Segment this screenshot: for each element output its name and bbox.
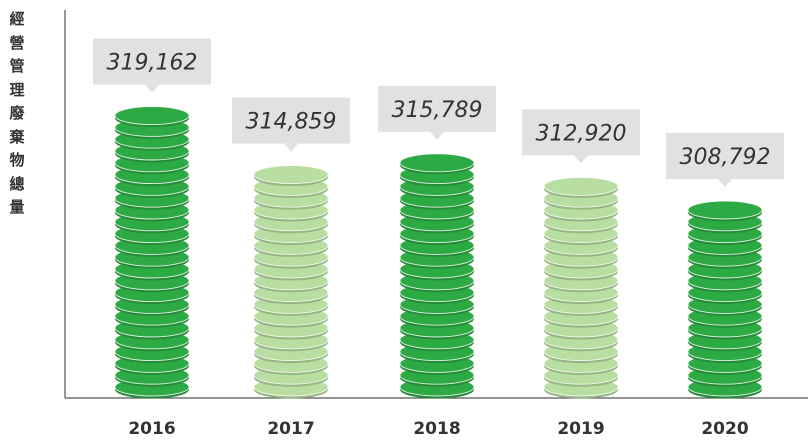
- value-label-2020: 308,792: [680, 145, 771, 170]
- y-axis-label: 經營管理廢棄物總量: [9, 10, 25, 216]
- bar-2018: [399, 153, 475, 399]
- value-callout-2017: 314,859: [232, 97, 350, 152]
- x-tick-label-2017: 2017: [267, 419, 314, 439]
- bar-2020: [687, 200, 763, 399]
- value-label-2019: 312,920: [536, 121, 627, 146]
- value-callout-2020: 308,792: [666, 133, 784, 187]
- x-tick-label-2019: 2019: [557, 419, 604, 439]
- x-tick-label-2018: 2018: [413, 419, 460, 439]
- value-callout-2019: 312,920: [522, 109, 640, 164]
- bar-2019: [543, 176, 619, 399]
- x-tick-label-2016: 2016: [128, 419, 175, 439]
- value-label-2018: 315,789: [392, 98, 483, 123]
- bar-2016: [114, 106, 190, 399]
- value-label-2017: 314,859: [246, 110, 337, 135]
- bar-2017: [253, 165, 329, 399]
- value-label-2016: 319,162: [107, 51, 198, 76]
- x-tick-label-2020: 2020: [701, 419, 748, 439]
- value-callout-2018: 315,789: [378, 85, 496, 140]
- value-callout-2016: 319,162: [93, 38, 211, 93]
